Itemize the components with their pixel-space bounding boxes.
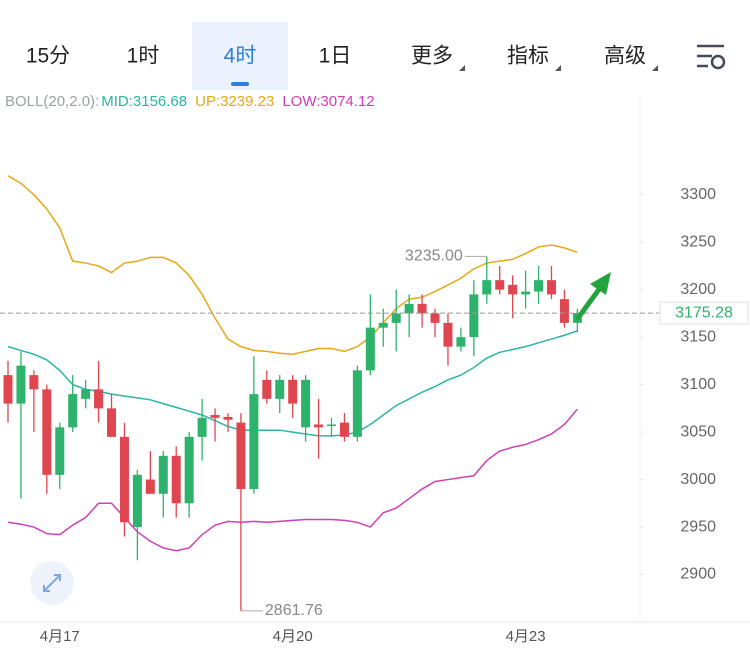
candle-body (210, 414, 220, 418)
indicator-value: LOW:3074.12 (282, 93, 374, 110)
candle-body (482, 280, 492, 295)
boll-line (7, 408, 578, 552)
candle-body (352, 370, 362, 437)
candle-body (132, 474, 142, 528)
y-tick-label: 2950 (680, 518, 716, 535)
low-label: 2861.76 (265, 602, 323, 619)
candle-body (158, 455, 168, 494)
x-tick-label: 4月23 (506, 628, 546, 645)
y-tick-label: 3200 (680, 281, 716, 298)
candle-body (301, 379, 311, 428)
candle-body (430, 313, 440, 323)
candle-body (184, 436, 194, 504)
candle-body (391, 313, 401, 323)
candle-body (508, 284, 518, 295)
candle-body (314, 424, 324, 428)
indicator-value: UP:3239.23 (195, 93, 274, 110)
candle-body (3, 375, 13, 404)
candle-body (223, 416, 233, 420)
tab[interactable]: 高级 (604, 45, 646, 68)
candle-body (534, 280, 544, 292)
candle-body (339, 422, 349, 437)
candle-body (262, 379, 272, 399)
candle-body (521, 291, 531, 295)
candle-body (469, 294, 479, 338)
last-price-label: 3175.28 (675, 304, 733, 321)
candle-body (495, 280, 505, 290)
candle-body (81, 389, 91, 399)
tab-selected-bg (192, 22, 288, 90)
candle-body (365, 327, 375, 371)
y-tick-label: 3250 (680, 233, 716, 250)
candle-body (327, 424, 336, 426)
tab[interactable]: 15分 (26, 45, 70, 68)
indicator-legend: BOLL(20,2.0): MID:3156.68 UP:3239.23 LOW:30… (5, 93, 375, 110)
x-tick-label: 4月20 (273, 628, 313, 645)
y-tick-label: 3000 (680, 471, 716, 488)
y-tick-label: 3150 (680, 328, 716, 345)
candle-body (145, 479, 155, 494)
trend-arrow (575, 272, 611, 321)
settings-icon[interactable] (697, 44, 726, 70)
y-tick-label: 2900 (680, 566, 716, 583)
candle-body (275, 379, 285, 399)
indicator-name: BOLL(20,2.0): (5, 93, 99, 110)
candle-body (29, 375, 39, 390)
candle-body (404, 303, 414, 314)
candle-body (171, 455, 181, 504)
menu-caret (652, 65, 658, 71)
candle-body (55, 427, 65, 475)
candle-body (417, 303, 427, 314)
candle-body (197, 417, 207, 437)
tab[interactable]: 指标 (507, 45, 549, 68)
high-label: 3235.00 (405, 248, 463, 265)
candle-body (443, 322, 453, 347)
tab[interactable]: 更多 (411, 45, 453, 68)
indicator-value: MID:3156.68 (101, 93, 187, 110)
candle-body (546, 280, 556, 295)
y-tick-label: 3300 (680, 186, 716, 203)
last-price-box (659, 301, 749, 325)
tab[interactable]: 4时 (224, 45, 257, 68)
candle-body (236, 422, 246, 490)
menu-caret (555, 65, 561, 71)
menu-caret (459, 65, 465, 71)
tab[interactable]: 1日 (319, 45, 352, 68)
candle-body (68, 394, 78, 428)
boll-line (7, 175, 578, 355)
tab-indicator (231, 82, 249, 86)
candle-body (42, 389, 52, 475)
candle-body (559, 299, 569, 323)
y-tick-label: 3050 (680, 423, 716, 440)
expand-button[interactable] (30, 561, 74, 605)
tab-bar: 15分 1时 4时 1日 更多 指标 高级 (26, 22, 658, 90)
candle-body (119, 436, 129, 523)
candle-body (456, 337, 466, 347)
candle-body (107, 408, 117, 437)
candle-body (16, 365, 26, 404)
candle-body (288, 379, 298, 404)
candle-body (94, 389, 104, 409)
y-tick-label: 3100 (680, 376, 716, 393)
x-tick-label: 4月17 (40, 628, 80, 645)
chart: 2900 2950 3000 3050 3100 3150 3200 3250 3300 4月17… (0, 95, 750, 645)
tab[interactable]: 1时 (127, 45, 160, 68)
candle-body (378, 322, 388, 328)
candle-body (249, 394, 259, 490)
